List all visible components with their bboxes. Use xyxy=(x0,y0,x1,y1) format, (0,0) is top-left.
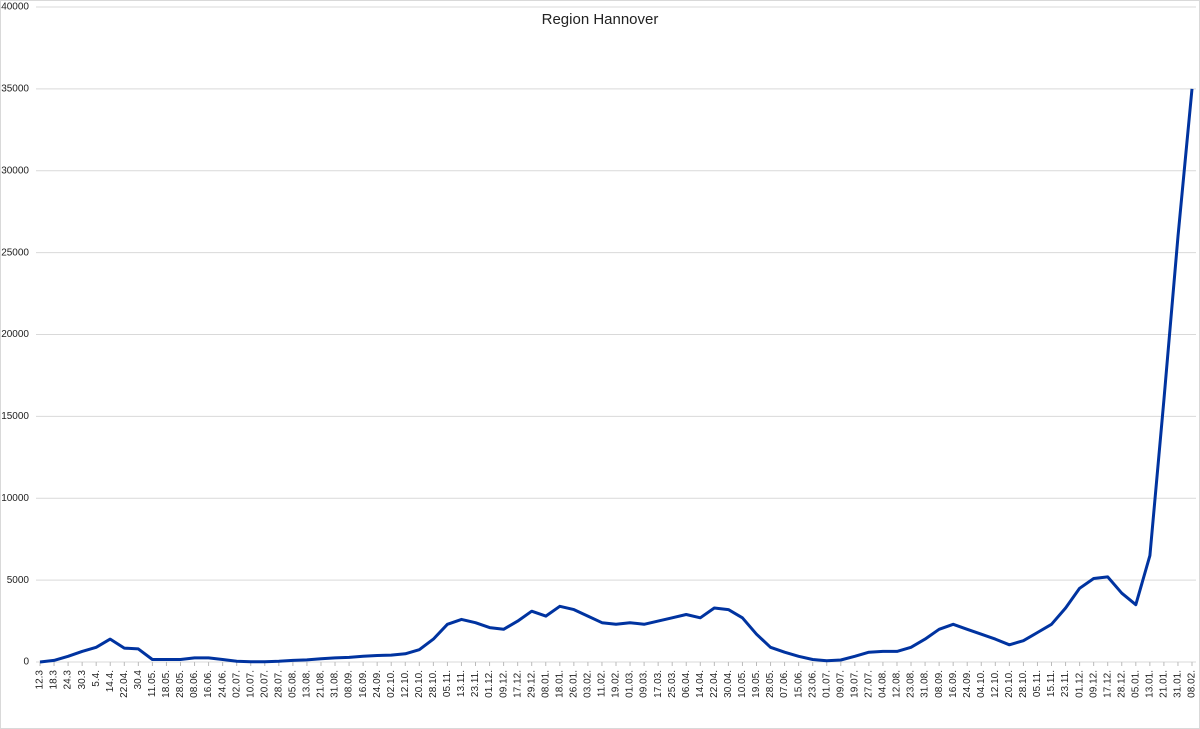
x-tick-label: 18.01. xyxy=(554,670,565,698)
x-tick-label: 31.01. xyxy=(1173,670,1184,698)
y-tick-label: 40000 xyxy=(1,2,29,13)
y-tick-label: 35000 xyxy=(1,84,29,95)
y-tick-label: 0 xyxy=(23,657,29,668)
x-tick-label: 24.09. xyxy=(372,670,383,698)
x-tick-label: 28.05. xyxy=(765,670,776,698)
x-tick-label: 14.04. xyxy=(695,670,706,698)
x-tick-label: 01.03. xyxy=(625,670,636,698)
x-tick-label: 09.12. xyxy=(1088,670,1099,698)
x-tick-label: 05.11. xyxy=(442,670,453,697)
x-tick-label: 19.02. xyxy=(611,670,622,698)
x-tick-label: 09.03. xyxy=(639,670,650,698)
y-tick-label: 25000 xyxy=(1,247,29,258)
x-tick-label: 12.10. xyxy=(400,670,411,698)
x-tick-label: 17.12. xyxy=(1102,670,1113,698)
x-tick-label: 05.08. xyxy=(288,670,299,698)
x-tick-label: 13.11. xyxy=(456,670,467,697)
y-tick-label: 15000 xyxy=(1,411,29,422)
x-tick-label: 02.10. xyxy=(386,670,397,698)
x-tick-label: 18.3 xyxy=(49,670,60,690)
x-tick-label: 14.4. xyxy=(105,670,116,692)
x-tick-label: 28.10. xyxy=(428,670,439,698)
x-tick-label: 03.02. xyxy=(583,670,594,698)
x-tick-label: 30.3 xyxy=(77,670,88,690)
y-tick-label: 20000 xyxy=(1,329,29,340)
x-tick-label: 08.02. xyxy=(1187,670,1198,698)
x-tick-label: 28.10. xyxy=(1018,670,1029,698)
x-tick-label: 09.07. xyxy=(835,670,846,698)
x-tick-label: 21.01. xyxy=(1159,670,1170,698)
x-tick-label: 24.06. xyxy=(217,670,228,698)
x-tick-label: 11.02. xyxy=(597,670,608,697)
x-tick-label: 23.11. xyxy=(470,670,481,697)
x-tick-label: 12.3 xyxy=(35,670,46,690)
x-tick-label: 08.09. xyxy=(344,670,355,698)
x-tick-label: 17.03. xyxy=(653,670,664,698)
x-tick-label: 16.09. xyxy=(358,670,369,698)
x-tick-label: 05.11. xyxy=(1032,670,1043,697)
x-tick-label: 30.4 xyxy=(133,670,144,690)
x-tick-label: 12.08. xyxy=(892,670,903,698)
x-tick-label: 28.05. xyxy=(175,670,186,698)
x-tick-label: 20.10. xyxy=(414,670,425,698)
x-tick-label: 17.12. xyxy=(512,670,523,698)
x-tick-label: 04.08. xyxy=(878,670,889,698)
data-line xyxy=(39,88,1194,664)
x-tick-label: 23.08. xyxy=(906,670,917,698)
x-tick-label: 02.07. xyxy=(231,670,242,698)
x-tick-label: 23.11. xyxy=(1060,670,1071,697)
x-tick-label: 25.03. xyxy=(667,670,678,698)
x-tick-label: 20.10. xyxy=(1004,670,1015,698)
x-tick-label: 26.01. xyxy=(568,670,579,698)
x-tick-label: 22.04. xyxy=(119,670,130,698)
x-tick-label: 19.05. xyxy=(751,670,762,698)
x-tick-label: 12.10. xyxy=(990,670,1001,698)
y-tick-label: 5000 xyxy=(7,575,30,586)
x-tick-label: 01.12. xyxy=(1074,670,1085,698)
y-tick-label: 10000 xyxy=(1,493,29,504)
x-tick-label: 18.05. xyxy=(161,670,172,698)
x-tick-label: 07.06. xyxy=(779,670,790,698)
x-tick-label: 31.08. xyxy=(330,670,341,698)
x-tick-label: 11.05. xyxy=(147,670,158,697)
x-tick-label: 28.12. xyxy=(1116,670,1127,698)
chart-title: Region Hannover xyxy=(542,11,659,28)
x-tick-label: 08.09. xyxy=(934,670,945,698)
x-tick-label: 09.12. xyxy=(498,670,509,698)
x-tick-label: 24.3 xyxy=(63,670,74,690)
x-tick-label: 31.08. xyxy=(920,670,931,698)
x-tick-label: 23.06. xyxy=(807,670,818,698)
x-tick-label: 10.05. xyxy=(737,670,748,698)
y-tick-label: 30000 xyxy=(1,165,29,176)
x-tick-label: 30.04. xyxy=(723,670,734,698)
x-tick-label: 01.07. xyxy=(821,670,832,698)
x-tick-label: 19.07. xyxy=(849,670,860,698)
x-tick-label: 15.11. xyxy=(1046,670,1057,697)
x-tick-label: 04.10. xyxy=(976,670,987,698)
x-tick-label: 21.08. xyxy=(316,670,327,698)
x-tick-label: 13.01. xyxy=(1144,670,1155,698)
x-tick-label: 29.12. xyxy=(526,670,537,698)
x-tick-label: 16.09. xyxy=(948,670,959,698)
x-tick-label: 22.04. xyxy=(709,670,720,698)
x-tick-label: 10.07. xyxy=(245,670,256,698)
x-tick-label: 08.01. xyxy=(540,670,551,698)
x-tick-label: 05.01. xyxy=(1130,670,1141,698)
x-tick-label: 06.04. xyxy=(681,670,692,698)
x-tick-label: 13.08. xyxy=(302,670,313,698)
x-tick-label: 27.07. xyxy=(864,670,875,698)
x-tick-label: 20.07. xyxy=(259,670,270,698)
x-tick-label: 15.06. xyxy=(793,670,804,698)
x-tick-label: 01.12. xyxy=(484,670,495,698)
x-tick-label: 08.06. xyxy=(189,670,200,698)
x-tick-label: 5.4. xyxy=(91,670,102,687)
x-tick-label: 24.09. xyxy=(962,670,973,698)
x-tick-label: 28.07. xyxy=(273,670,284,698)
x-tick-label: 16.06. xyxy=(203,670,214,698)
